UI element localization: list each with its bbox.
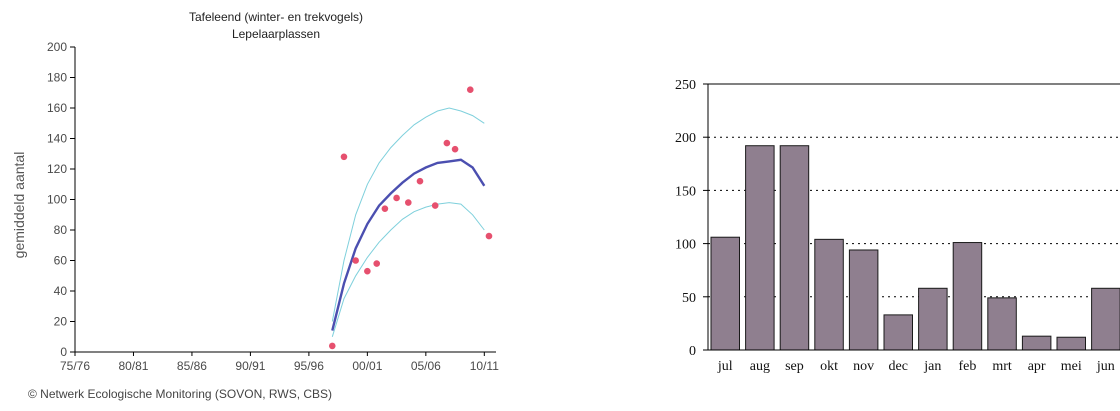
observed-point (328, 342, 336, 350)
bar-okt (814, 238, 844, 351)
y-tick-label: 20 (54, 315, 68, 329)
observed-point (431, 202, 439, 209)
x-tick-label: dec (889, 359, 908, 374)
observed-point (381, 205, 389, 212)
y-tick-label: 100 (47, 193, 67, 207)
x-tick-label: 75/76 (60, 359, 90, 373)
bar-aug (745, 145, 775, 351)
x-tick-label: jun (1096, 359, 1115, 374)
y-tick-label: 120 (47, 162, 67, 176)
y-tick-label: 0 (689, 344, 696, 359)
y-tick-label: 100 (675, 238, 696, 253)
monthly-bar-chart: 0 50 100 150 200 250 jul aug sep okt nov dec jan feb… (675, 78, 1120, 374)
observed-point (352, 257, 359, 264)
trend-chart: Tafeleend (winter- en trekvogels) Lepela… (11, 10, 499, 401)
observed-point (485, 232, 493, 240)
bar-mrt (987, 297, 1017, 351)
gridlines (708, 136, 1120, 298)
x-tick-label: mrt (992, 359, 1012, 374)
observed-points (328, 86, 493, 350)
x-tick-label: aug (750, 359, 770, 374)
trend-line (331, 158, 486, 331)
observed-point (416, 177, 424, 185)
x-tick-label: jan (923, 359, 941, 374)
x-tick-label: 05/06 (411, 359, 441, 373)
bar-dec (883, 314, 913, 351)
series-layer (331, 107, 486, 337)
x-tick-label: nov (853, 359, 874, 374)
x-tick-label: 85/86 (177, 359, 207, 373)
y-tick-label: 140 (47, 132, 67, 146)
bar-mei (1056, 336, 1086, 351)
y-tick-label: 200 (675, 131, 696, 146)
y-tick-label: 40 (54, 284, 68, 298)
bar-nov (848, 249, 879, 351)
y-tick-label: 150 (675, 184, 696, 199)
x-tick-label: apr (1028, 359, 1046, 374)
lower-confidence-line (331, 202, 485, 337)
y-tick-label: 80 (54, 223, 68, 237)
bar-jan (918, 287, 948, 351)
bar-jun (1091, 287, 1120, 351)
upper-confidence-line (331, 107, 485, 322)
x-tick-label: 00/01 (352, 359, 382, 373)
observed-point (364, 267, 371, 275)
chart-title: Tafeleend (winter- en trekvogels) (189, 10, 363, 24)
x-tick-labels: 75/76 80/81 85/86 90/91 95/96 00/01 05/06 10/11 (60, 352, 499, 373)
bars (710, 145, 1120, 351)
x-tick-label: feb (959, 359, 977, 374)
copyright-footer: © Netwerk Ecologische Monitoring (SOVON,… (28, 387, 332, 401)
bar-apr (1021, 335, 1052, 351)
chart-subtitle: Lepelaarplassen (232, 27, 320, 41)
observed-point (451, 145, 459, 153)
x-tick-labels: jul aug sep okt nov dec jan feb mrt apr mei jun (717, 359, 1115, 374)
x-tick-label: 90/91 (235, 359, 265, 373)
y-tick-label: 50 (682, 291, 696, 306)
x-tick-label: jul (717, 359, 733, 374)
x-tick-label: 95/96 (294, 359, 324, 373)
observed-point (373, 260, 381, 267)
observed-point (393, 194, 400, 202)
y-tick-label: 200 (47, 40, 67, 54)
y-tick-label: 0 (60, 345, 67, 359)
y-tick-label: 250 (675, 78, 696, 93)
x-tick-label: okt (820, 359, 838, 374)
bar-sep (779, 145, 810, 351)
x-tick-label: 80/81 (118, 359, 148, 373)
y-tick-labels: 0 20 40 60 80 100 120 140 160 180 200 (47, 40, 75, 359)
observed-point (340, 153, 348, 161)
x-tick-label: sep (785, 359, 804, 374)
y-tick-label: 60 (54, 254, 68, 268)
y-tick-label: 160 (47, 101, 67, 115)
y-tick-labels: 0 50 100 150 200 250 (675, 78, 708, 359)
bar-jul (710, 236, 740, 351)
x-tick-label: 10/11 (470, 359, 499, 373)
observed-point (404, 199, 412, 206)
observed-point (466, 86, 474, 93)
bar-feb (952, 242, 983, 351)
y-axis-label: gemiddeld aantal (11, 152, 27, 259)
y-tick-label: 180 (47, 71, 67, 85)
observed-point (443, 139, 451, 147)
x-tick-label: mei (1061, 359, 1082, 374)
